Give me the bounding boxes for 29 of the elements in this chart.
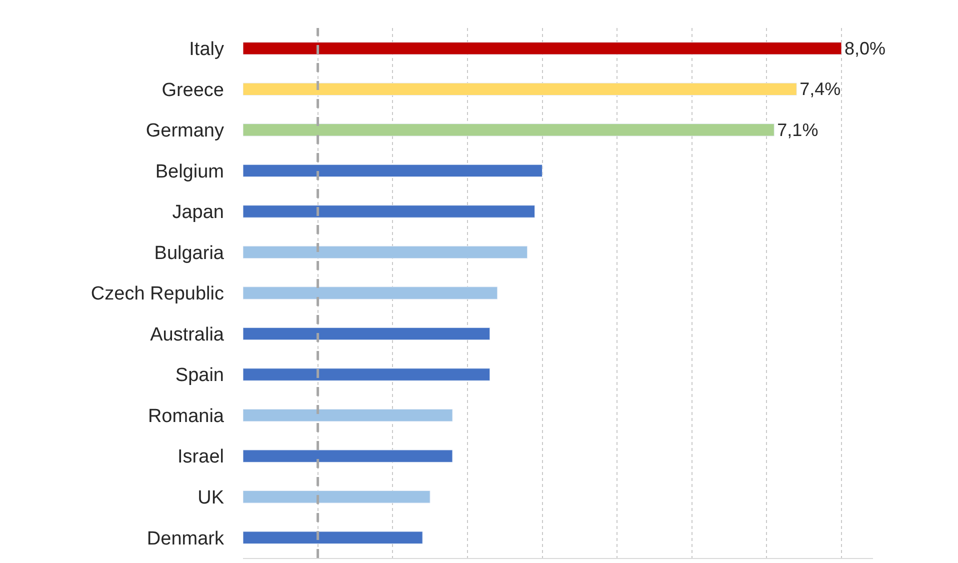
bar <box>243 450 453 462</box>
bar <box>243 368 490 381</box>
y-tick-label: Belgium <box>155 161 224 182</box>
y-tick-label: Italy <box>189 39 224 60</box>
bar <box>243 531 423 544</box>
y-tick-label: Greece <box>162 80 224 101</box>
bar <box>243 164 542 178</box>
bar <box>243 490 430 504</box>
bar <box>243 82 797 96</box>
y-tick-label: Japan <box>172 202 224 224</box>
y-tick-label: Australia <box>150 324 224 346</box>
y-tick-label: Czech Republic <box>90 284 224 305</box>
y-tick-label: Spain <box>175 365 224 386</box>
data-label: 8,0% <box>844 38 886 58</box>
bar <box>243 42 842 55</box>
y-tick-label: Bulgaria <box>154 242 224 264</box>
y-tick-label: UK <box>198 488 224 508</box>
bar <box>243 205 536 218</box>
bar <box>243 408 453 422</box>
y-tick-label: Denmark <box>146 528 224 550</box>
y-tick-label: Romania <box>148 406 224 427</box>
bar <box>243 246 528 259</box>
y-tick-label: Germany <box>146 120 224 142</box>
bar <box>243 286 498 300</box>
data-label: 7,1% <box>777 120 818 140</box>
y-tick-label: Israel <box>178 446 224 468</box>
data-label: 7,4% <box>800 79 841 100</box>
bar <box>243 327 490 340</box>
bar <box>243 124 774 136</box>
